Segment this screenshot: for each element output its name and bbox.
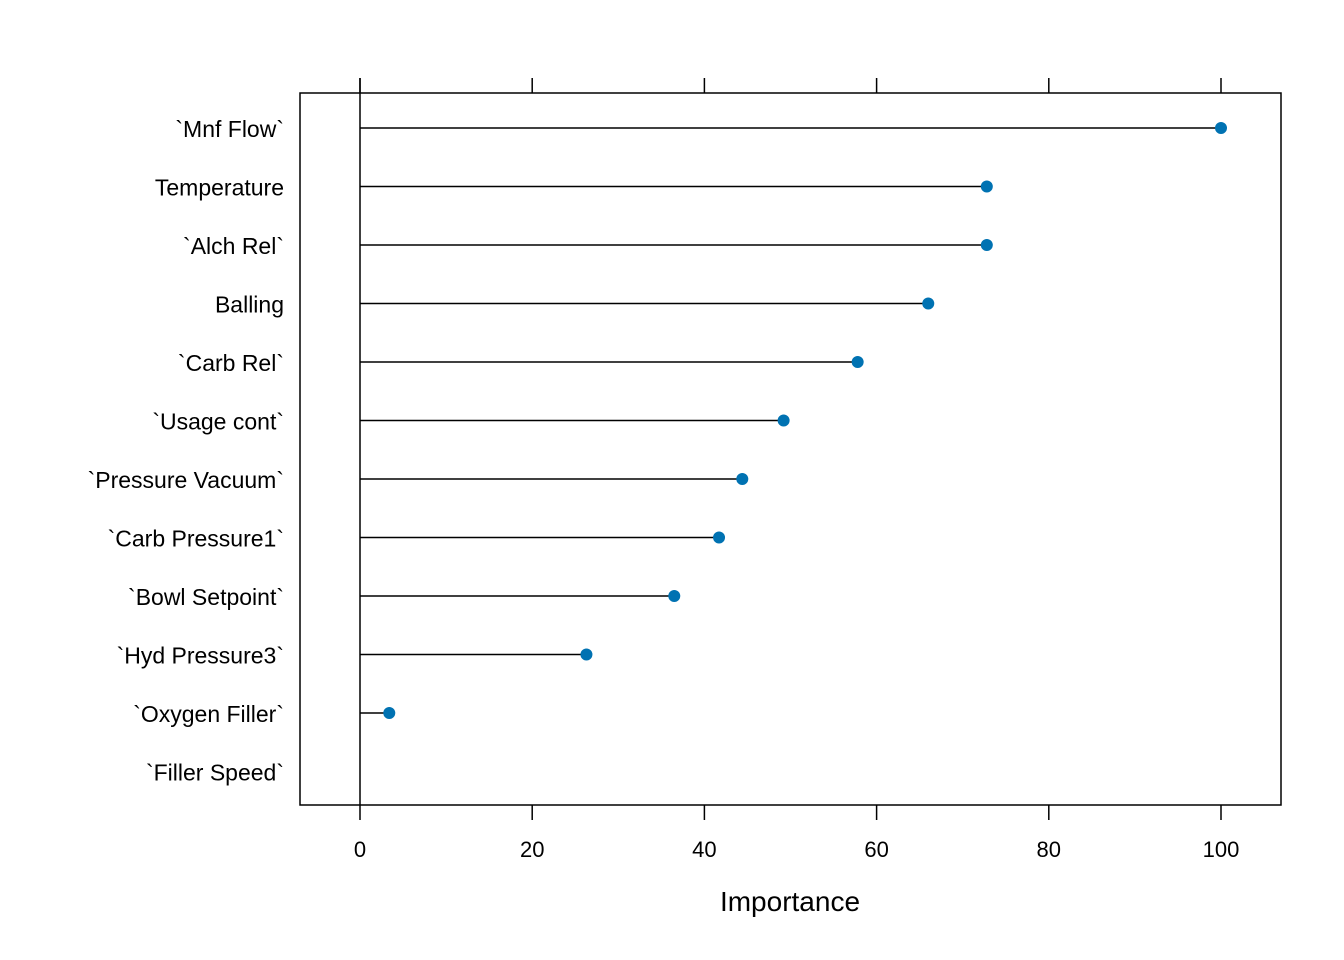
x-tick-label-40: 40	[692, 837, 716, 862]
y-label: `Pressure Vacuum`	[88, 467, 284, 493]
top-tick-marks	[359, 78, 1222, 93]
data-point	[383, 707, 396, 719]
lollipop-stems	[360, 127, 1221, 714]
data-point	[980, 180, 993, 193]
y-label: `Usage cont`	[152, 409, 284, 435]
plot-panel	[299, 92, 1282, 806]
y-label: `Carb Pressure1`	[108, 526, 284, 552]
data-point	[736, 473, 749, 485]
x-tick-label-80: 80	[1037, 837, 1061, 862]
bottom-axis: 0 20 40 60 80 100	[354, 805, 1239, 862]
data-point	[922, 297, 935, 310]
data-point	[1215, 122, 1227, 134]
x-axis-title: Importance	[720, 886, 860, 917]
y-label: `Alch Rel`	[183, 233, 284, 259]
y-label: `Bowl Setpoint`	[128, 584, 284, 610]
y-axis-labels: `Mnf Flow` Temperature `Alch Rel` Balling `C…	[88, 116, 284, 786]
x-tick-label-100: 100	[1203, 837, 1240, 862]
data-point	[851, 356, 864, 368]
data-points	[383, 122, 1227, 719]
y-label: `Hyd Pressure3`	[117, 643, 284, 669]
x-tick-label-20: 20	[520, 837, 544, 862]
y-label: Temperature	[155, 175, 284, 201]
y-label: `Mnf Flow`	[175, 116, 284, 142]
x-tick-label-60: 60	[864, 837, 888, 862]
data-point	[580, 648, 593, 661]
x-tick-label-0: 0	[354, 837, 366, 862]
y-label: `Filler Speed`	[146, 760, 284, 786]
y-label: `Carb Rel`	[178, 350, 284, 376]
data-point	[713, 531, 726, 544]
data-point	[777, 414, 790, 427]
y-label: Balling	[215, 292, 284, 318]
data-point	[668, 590, 681, 602]
y-label: `Oxygen Filler`	[133, 701, 284, 727]
data-point	[980, 239, 993, 251]
